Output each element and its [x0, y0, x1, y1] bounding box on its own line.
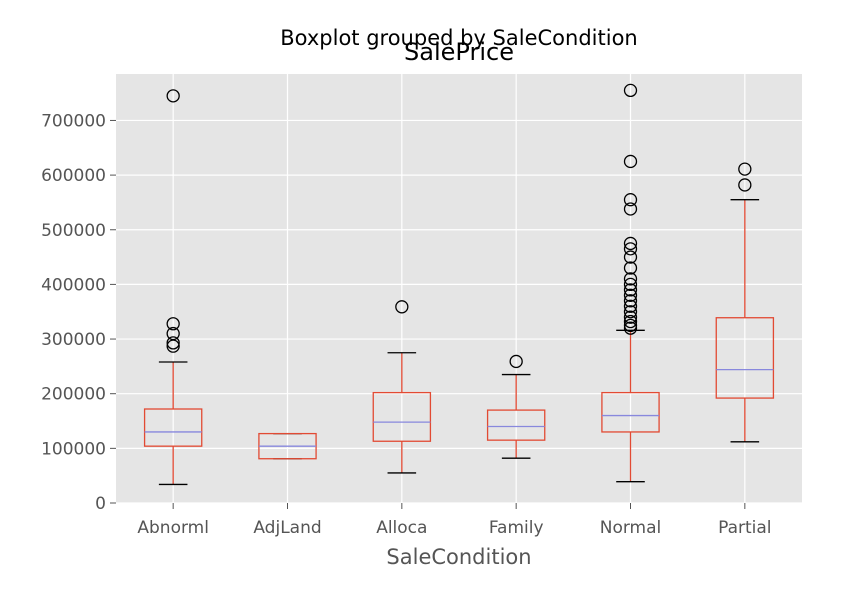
box-partial	[715, 162, 775, 443]
outlier-point	[623, 305, 638, 319]
box-alloca	[372, 300, 432, 474]
iqr-box	[601, 391, 660, 433]
box-series	[143, 83, 775, 486]
box-abnorml	[143, 89, 203, 486]
outlier-point	[623, 299, 638, 313]
x-axis-label: SaleCondition	[386, 545, 531, 569]
box-normal	[601, 83, 660, 483]
x-tick-label: Abnorml	[137, 518, 209, 538]
x-tick-label: Family	[489, 518, 544, 538]
outlier-point	[166, 317, 180, 331]
y-axis-ticks: 0 100000 200000 300000 400000 500000 600000 700…	[41, 111, 116, 514]
outlier-point	[623, 277, 638, 292]
y-tick-label: 200000	[41, 385, 106, 405]
outlier-point	[509, 354, 523, 369]
outlier-point	[623, 272, 638, 286]
box-adjland	[258, 432, 317, 460]
x-tick-label: Normal	[600, 518, 662, 538]
y-tick-label: 0	[95, 494, 106, 514]
y-tick-label: 700000	[41, 111, 106, 131]
iqr-box	[486, 409, 546, 441]
iqr-box	[715, 317, 775, 399]
outlier-point	[166, 89, 180, 103]
outlier-point	[623, 154, 638, 169]
outlier-point	[623, 294, 638, 308]
outlier-point	[623, 261, 638, 275]
y-tick-label: 400000	[41, 275, 106, 295]
outlier-point	[166, 336, 180, 350]
outlier-point	[395, 300, 409, 314]
outlier-point	[623, 314, 638, 329]
y-tick-label: 100000	[41, 439, 106, 459]
chart-suptitle: Boxplot grouped by SaleCondition	[280, 26, 637, 50]
box-family	[486, 354, 546, 459]
x-tick-label: Partial	[718, 518, 771, 538]
outlier-point	[623, 283, 638, 297]
x-tick-label: Alloca	[376, 518, 427, 538]
y-tick-label: 600000	[41, 166, 106, 186]
outlier-point	[738, 162, 752, 176]
x-axis-ticks: Abnorml AdjLand Alloca Family Normal Partial	[137, 503, 772, 538]
plot-background	[116, 74, 802, 503]
outlier-point	[623, 321, 638, 335]
iqr-box	[143, 408, 203, 447]
y-tick-label: 500000	[41, 221, 106, 241]
outlier-point	[623, 202, 638, 216]
outlier-point	[623, 288, 638, 302]
x-tick-label: AdjLand	[253, 518, 321, 538]
outlier-point	[623, 250, 638, 264]
outlier-point	[166, 339, 180, 353]
iqr-box	[372, 391, 432, 442]
y-tick-label: 300000	[41, 330, 106, 350]
outlier-point	[623, 242, 638, 256]
outlier-point	[623, 193, 638, 207]
outlier-point	[623, 83, 638, 98]
chart-title: SalePrice	[404, 38, 514, 66]
outlier-point	[738, 178, 752, 192]
outlier-point	[623, 310, 638, 324]
outlier-point	[623, 236, 638, 251]
